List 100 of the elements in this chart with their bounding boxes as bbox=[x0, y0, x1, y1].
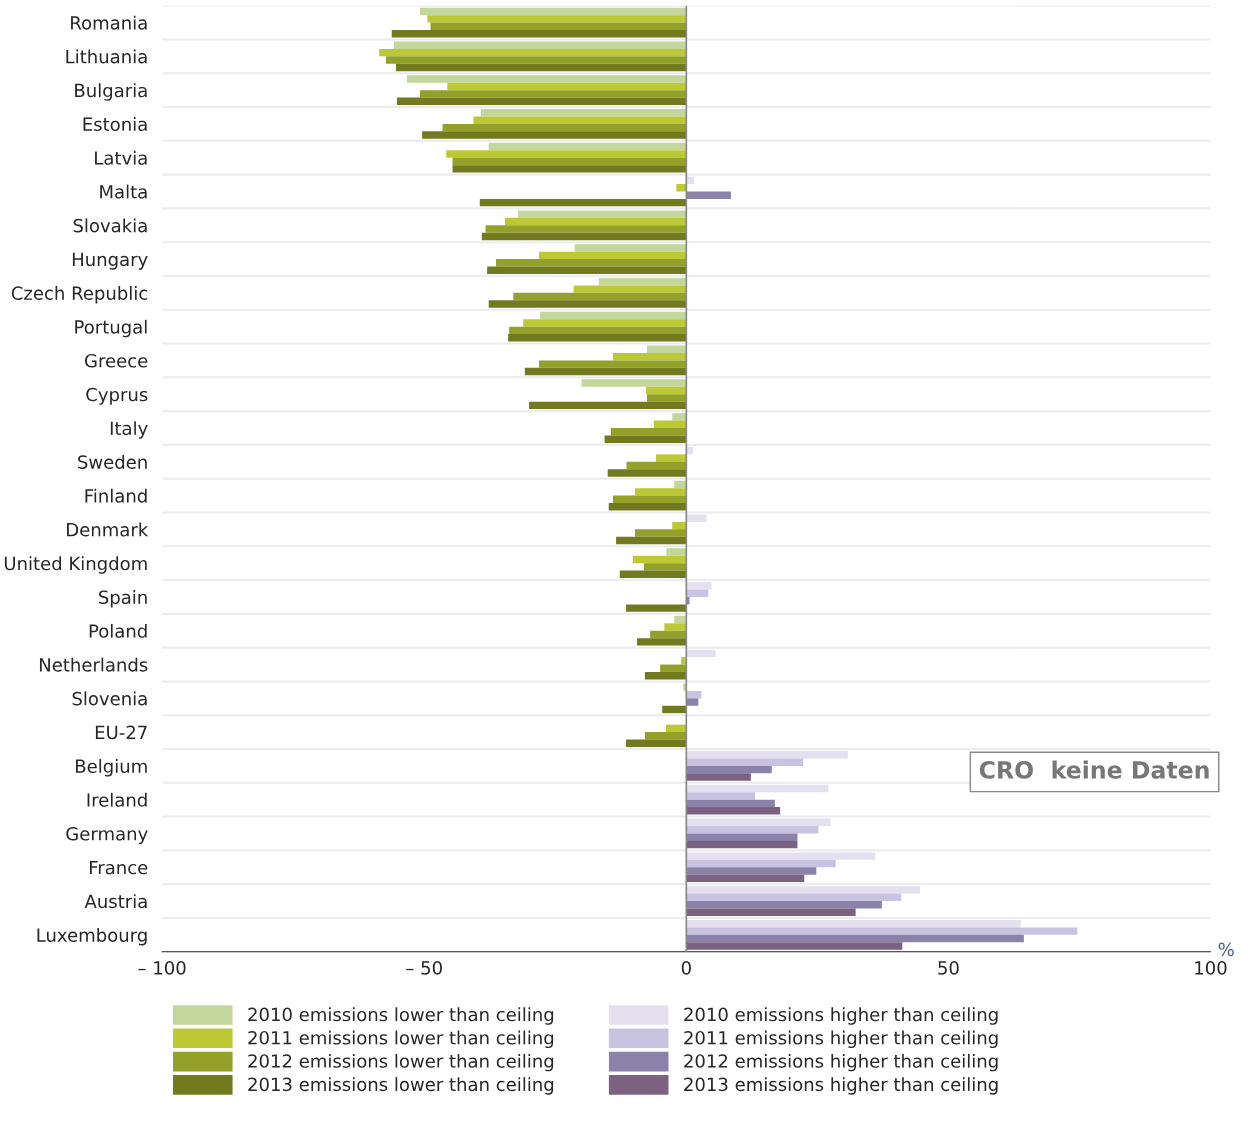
bar bbox=[540, 311, 687, 320]
y-tick-label: Belgium bbox=[76, 759, 147, 777]
y-tick-label: EU-27 bbox=[95, 725, 147, 740]
bar bbox=[607, 469, 687, 477]
bar bbox=[430, 22, 687, 30]
bar bbox=[447, 82, 687, 91]
bar bbox=[686, 942, 903, 950]
bar bbox=[686, 589, 709, 597]
bar bbox=[686, 191, 731, 199]
bar bbox=[626, 604, 687, 612]
bar bbox=[504, 217, 687, 226]
bar bbox=[612, 495, 687, 504]
y-tick-label: Austria bbox=[84, 894, 147, 909]
bar bbox=[686, 698, 699, 706]
bar bbox=[686, 833, 798, 841]
bar bbox=[473, 116, 687, 124]
bar bbox=[385, 56, 687, 64]
bar bbox=[634, 488, 687, 496]
bar bbox=[379, 48, 687, 57]
legend-label: 2011 emissions lower than ceiling bbox=[248, 1030, 554, 1049]
bar bbox=[686, 792, 755, 800]
bar bbox=[619, 570, 687, 579]
bar bbox=[598, 277, 687, 286]
y-tick-label: Cyprus bbox=[86, 387, 148, 405]
y-tick-label: Malta bbox=[100, 184, 147, 199]
bar bbox=[446, 150, 687, 158]
bar bbox=[480, 109, 687, 117]
bar bbox=[643, 563, 687, 571]
bar bbox=[509, 326, 687, 335]
x-tick-label: – 50 bbox=[406, 961, 442, 975]
bar bbox=[395, 63, 687, 72]
y-tick-label: France bbox=[89, 860, 148, 875]
bar bbox=[626, 461, 687, 470]
legend-label: 2012 emissions lower than ceiling bbox=[248, 1053, 554, 1072]
y-tick-label: Latvia bbox=[95, 150, 147, 165]
y-tick-label: Luxembourg bbox=[37, 927, 147, 946]
bar bbox=[581, 379, 687, 387]
bar bbox=[672, 413, 687, 421]
bar bbox=[686, 874, 805, 883]
bar bbox=[647, 394, 687, 402]
bar bbox=[664, 623, 687, 631]
bar bbox=[406, 75, 687, 83]
y-tick-label: Estonia bbox=[83, 117, 147, 132]
bar bbox=[612, 353, 687, 361]
y-tick-label: Romania bbox=[71, 15, 147, 30]
y-tick-label: Portugal bbox=[75, 319, 147, 338]
bar bbox=[391, 29, 687, 38]
bar bbox=[686, 859, 836, 868]
legend-label: 2013 emissions higher than ceiling bbox=[684, 1077, 998, 1095]
legend-label: 2012 emissions higher than ceiling bbox=[684, 1053, 998, 1072]
y-tick-label: Italy bbox=[110, 421, 148, 439]
bar bbox=[427, 15, 687, 23]
bar bbox=[488, 142, 687, 151]
bar bbox=[686, 765, 772, 774]
bar bbox=[653, 420, 687, 429]
bar bbox=[637, 638, 687, 646]
bar bbox=[574, 244, 687, 252]
legend-label: 2011 emissions higher than ceiling bbox=[684, 1030, 998, 1049]
bar bbox=[452, 165, 687, 173]
y-tick-label: Slovakia bbox=[73, 218, 147, 233]
bar bbox=[626, 739, 687, 747]
y-tick-label: Slovenia bbox=[72, 691, 147, 706]
y-tick-label: Bulgaria bbox=[75, 83, 147, 101]
x-tick-label: 100 bbox=[1195, 961, 1227, 975]
y-tick-label: United Kingdom bbox=[4, 556, 147, 574]
bar bbox=[616, 536, 687, 545]
x-tick-label: – 100 bbox=[138, 961, 186, 975]
legend-label: 2013 emissions lower than ceiling bbox=[248, 1077, 554, 1095]
bar bbox=[539, 360, 687, 368]
bar bbox=[686, 758, 804, 766]
bar bbox=[686, 893, 902, 902]
bar bbox=[393, 41, 687, 49]
bar bbox=[608, 503, 687, 511]
y-tick-label: Hungary bbox=[72, 252, 148, 270]
bar bbox=[645, 386, 687, 395]
bar bbox=[686, 867, 817, 875]
bar bbox=[686, 840, 798, 849]
bar bbox=[496, 259, 687, 267]
bar bbox=[573, 285, 687, 293]
bar bbox=[662, 705, 687, 714]
y-tick-label: Ireland bbox=[87, 792, 147, 807]
y-tick-label: Germany bbox=[66, 826, 148, 845]
bar bbox=[488, 300, 687, 308]
y-tick-label: Czech Republic bbox=[11, 286, 148, 304]
y-tick-label: Spain bbox=[99, 590, 147, 608]
bar bbox=[650, 630, 687, 639]
bar bbox=[632, 555, 687, 564]
bar bbox=[513, 292, 687, 301]
x-tick-label: 50 bbox=[938, 961, 959, 975]
bar bbox=[686, 826, 819, 834]
bar bbox=[686, 807, 781, 815]
y-tick-label: Lithuania bbox=[66, 49, 147, 64]
y-tick-label: Greece bbox=[85, 353, 148, 368]
bar bbox=[396, 97, 687, 105]
legend-label: 2010 emissions higher than ceiling bbox=[684, 1007, 998, 1025]
bar bbox=[610, 428, 687, 436]
bar bbox=[539, 251, 687, 260]
y-tick-label: Sweden bbox=[78, 454, 147, 469]
bar bbox=[686, 908, 856, 916]
bar bbox=[481, 232, 687, 241]
